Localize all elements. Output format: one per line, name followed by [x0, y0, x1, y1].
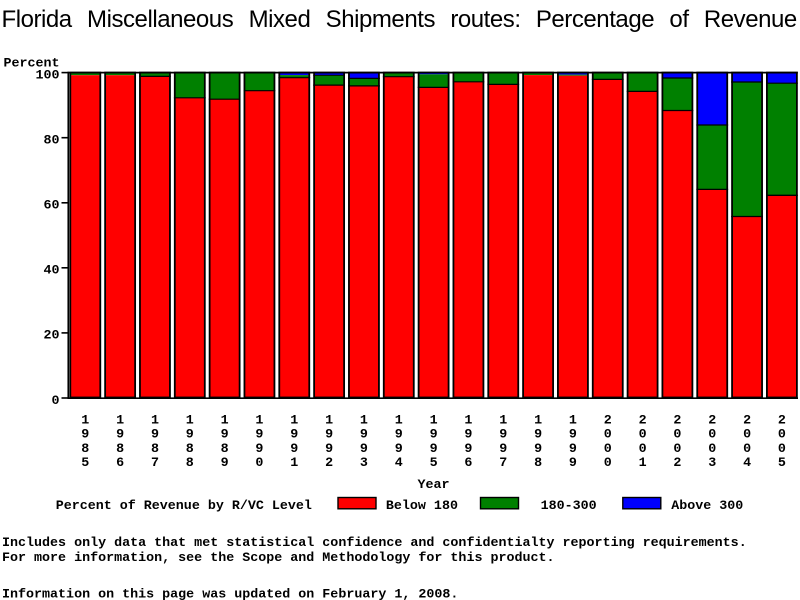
svg-text:60: 60 [43, 199, 59, 214]
svg-text:Below 180: Below 180 [386, 499, 458, 514]
svg-text:Year: Year [417, 478, 449, 493]
svg-text:For more information, see the: For more information, see the Scope and … [2, 551, 555, 566]
svg-text:100: 100 [35, 68, 59, 83]
svg-text:Information on this page was u: Information on this page was updated on … [2, 588, 458, 600]
svg-text:Above 300: Above 300 [671, 499, 743, 514]
svg-text:180-300: 180-300 [541, 499, 597, 514]
svg-text:0: 0 [51, 394, 59, 409]
svg-text:Includes only data that met st: Includes only data that met statistical … [2, 536, 747, 551]
svg-text:Percent of Revenue by R/VC Lev: Percent of Revenue by R/VC Level [56, 499, 312, 514]
svg-text:40: 40 [43, 264, 59, 279]
svg-text:Percent: Percent [4, 57, 60, 72]
svg-text:Florida Miscellaneous Mixed Sh: Florida Miscellaneous Mixed Shipments ro… [2, 6, 797, 33]
svg-text:20: 20 [43, 329, 59, 344]
svg-text:80: 80 [43, 134, 59, 149]
